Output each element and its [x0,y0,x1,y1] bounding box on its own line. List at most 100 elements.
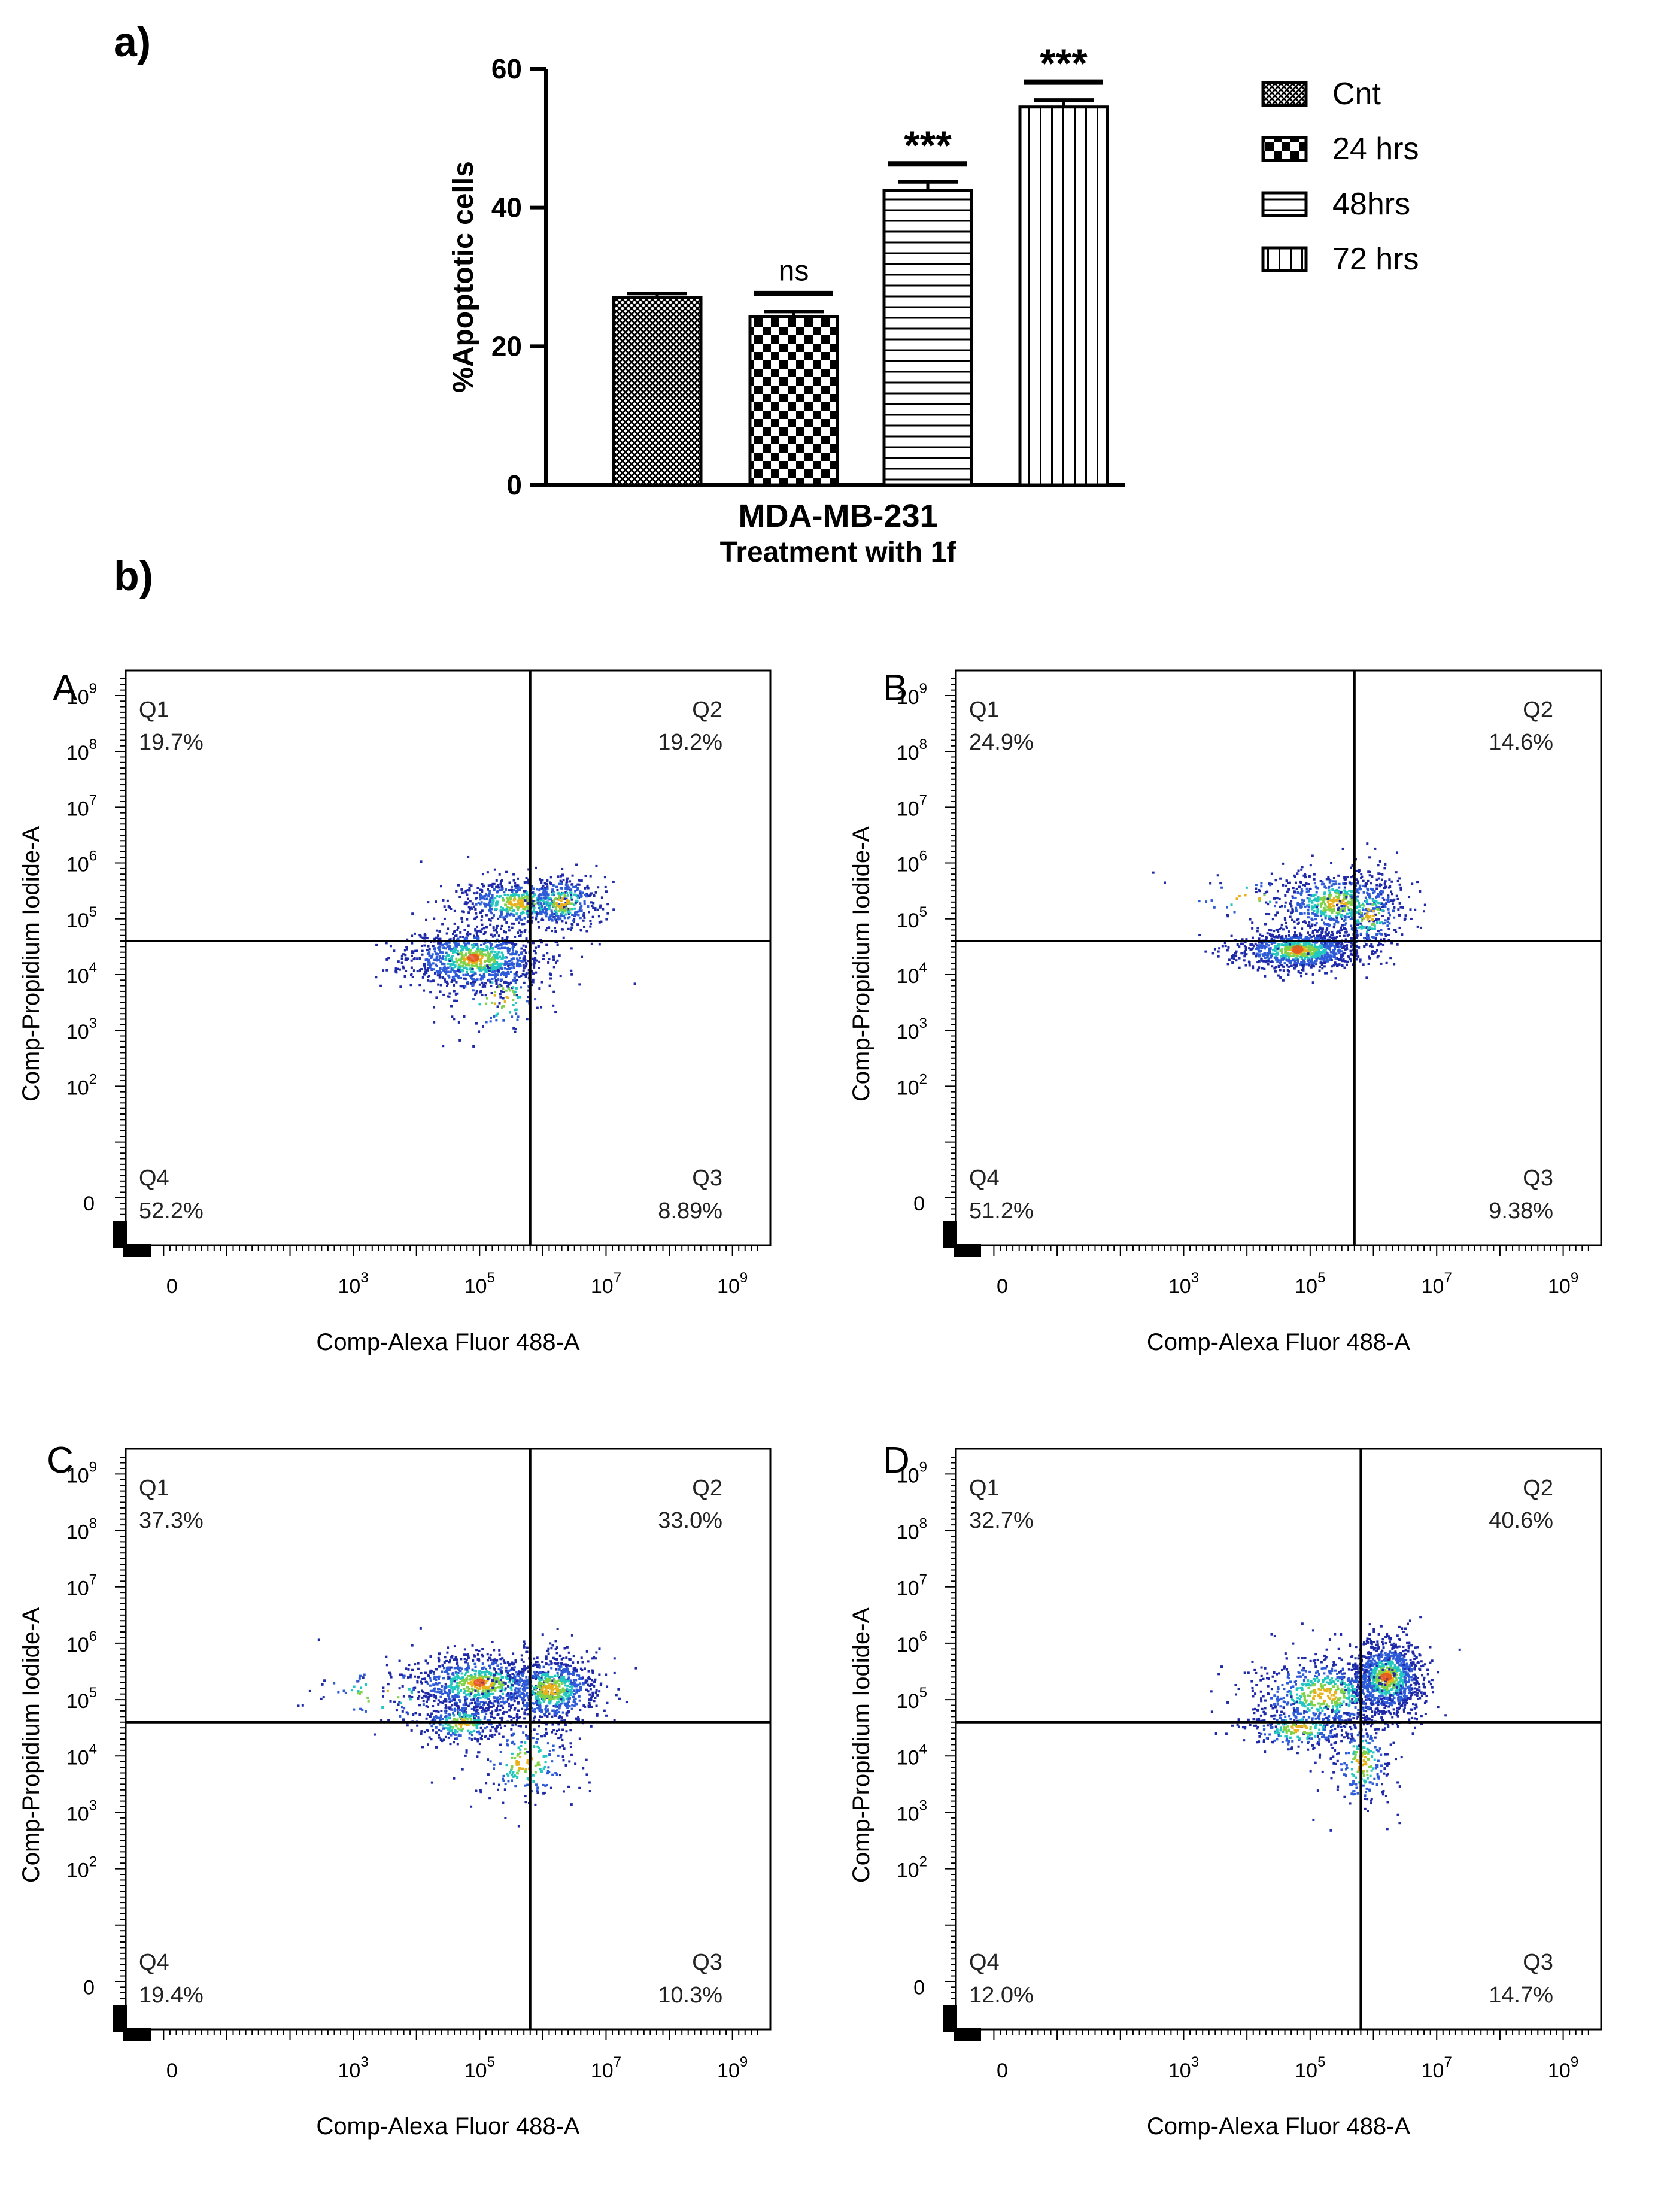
flow-event [1338,952,1341,955]
flow-event [1276,958,1279,961]
flow-event [1325,951,1328,954]
flow-event [1261,967,1264,970]
flow-event [1323,942,1326,945]
flow-event [1348,881,1351,884]
flow-event [1319,902,1322,905]
flow-event [522,912,525,915]
flow-event [1258,953,1261,956]
flow-event [549,881,552,884]
flow-event [1339,945,1342,948]
flow-event [436,974,439,977]
flow-event [1255,955,1258,958]
flow-event [1380,933,1383,936]
flow-event [1314,918,1317,921]
flow-event [501,1657,504,1660]
flow-event [1360,927,1363,930]
flow-event [521,923,524,926]
flow-event [1377,912,1380,915]
flow-y-tick-label: 0 [83,1193,95,1215]
flow-event [1367,870,1370,873]
flow-event [1255,952,1258,955]
flow-event [493,1015,496,1018]
flow-event [1374,899,1377,902]
flow-event [560,887,563,890]
flow-event [1313,878,1316,881]
flow-y-axis-label: Comp-Propidium Iodide-A [18,826,44,1102]
flow-event [523,1681,526,1684]
flow-event [482,1676,485,1679]
flow-event [493,970,496,973]
flow-event [1346,892,1349,895]
flow-event [525,937,528,940]
flow-x-tick-label: 105 [464,2054,495,2082]
flow-event [1355,954,1358,957]
flow-event [545,915,548,918]
flow-event [427,1695,430,1698]
flow-event [472,981,475,984]
flow-event [449,1678,452,1681]
flow-event [1349,918,1352,921]
flow-event [1340,955,1343,958]
flow-event [1258,890,1261,893]
flow-event [509,989,512,992]
flow-event [409,1676,412,1679]
flow-event [533,966,536,969]
flow-event [1334,948,1337,951]
flow-event [534,946,537,949]
flow-event [1211,952,1214,955]
flow-event [1300,888,1303,891]
flow-event [551,914,554,917]
flow-event [1217,950,1220,953]
bar-y-axis-label: %Apoptotic cells [448,161,479,393]
flow-event [466,942,469,945]
flow-event [445,1667,448,1670]
flow-event [1304,949,1307,952]
flow-event [489,1700,492,1703]
flow-event [517,877,520,880]
flow-event [479,961,482,964]
flow-event [1296,872,1299,875]
flow-event [1338,935,1341,938]
flow-event [594,891,597,894]
flow-event [1323,961,1326,964]
flow-event [1286,969,1289,972]
flow-event [1299,952,1302,955]
flow-event [1302,942,1305,945]
flow-event [1343,906,1346,909]
flow-event [1301,969,1304,972]
flow-event [581,891,584,894]
flow-event [510,888,513,891]
flow-event [1328,942,1331,945]
flow-event [479,990,482,993]
flow-event [1333,945,1336,948]
flow-event [494,979,497,982]
flow-event [563,917,566,920]
flow-event [1280,955,1283,958]
flow-event [598,943,601,946]
flow-event [1304,936,1307,939]
flow-event [1338,942,1341,945]
flow-y-tick-label: 106 [66,1628,97,1656]
flow-event [487,888,490,891]
flow-event [524,929,527,931]
flow-event [576,888,579,891]
flow-event [1328,905,1331,908]
flow-event [460,951,463,954]
flow-event [534,952,537,955]
flow-event [464,954,467,957]
flow-event [1351,954,1354,957]
flow-event [1307,900,1310,903]
legend-swatch [1261,246,1308,272]
flow-event [425,972,428,975]
flow-event [516,1674,519,1677]
flow-event [1374,907,1377,910]
flow-event [543,889,546,892]
flow-event [424,967,427,970]
flow-event [583,900,586,903]
flow-event [1370,882,1372,885]
flow-event [579,902,582,905]
flow-event [1346,944,1349,947]
flow-event [1377,944,1380,947]
flow-event [526,881,529,884]
flow-event [508,1705,511,1708]
